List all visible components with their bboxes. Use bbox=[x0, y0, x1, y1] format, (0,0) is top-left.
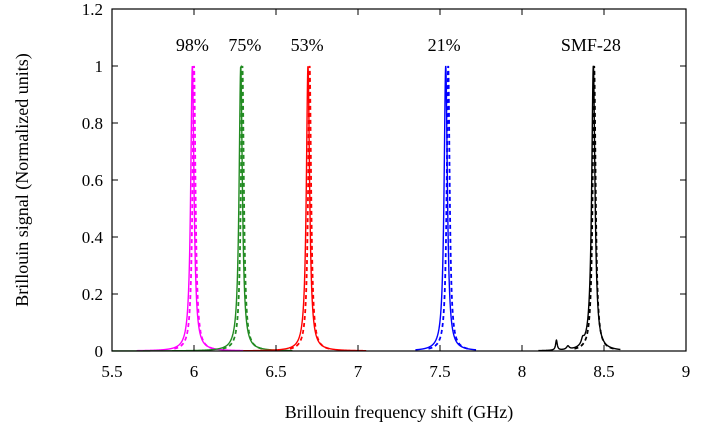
y-tick-label: 1 bbox=[95, 57, 104, 76]
series-line bbox=[136, 65, 244, 352]
series-4 bbox=[538, 65, 621, 352]
series-0 bbox=[136, 65, 244, 352]
x-tick-label: 8 bbox=[518, 362, 527, 381]
series-line bbox=[538, 65, 621, 352]
series-1 bbox=[112, 64, 293, 352]
peak-label: 75% bbox=[228, 35, 261, 55]
y-tick-label: 0.4 bbox=[82, 228, 104, 247]
x-tick-label: 8.5 bbox=[593, 362, 614, 381]
y-tick-label: 0 bbox=[95, 342, 104, 361]
y-tick-label: 0.8 bbox=[82, 114, 103, 133]
series-line bbox=[243, 66, 367, 352]
series-fit-line bbox=[174, 65, 214, 350]
y-tick-label: 1.2 bbox=[82, 0, 103, 19]
tick-labels: 5.5 6 6.5 7 7.5 8 8.5 9 0 0.2 0.4 0.6 0.8 1 1.2 bbox=[82, 0, 691, 381]
peak-labels: 98% 75% 53% 21% SMF-28 bbox=[176, 35, 621, 55]
x-tick-label: 7 bbox=[354, 362, 363, 381]
series-curves bbox=[112, 64, 621, 352]
y-tick-label: 0.6 bbox=[82, 171, 103, 190]
peak-label: 98% bbox=[176, 35, 209, 55]
series-2 bbox=[243, 65, 367, 352]
x-axis-label: Brillouin frequency shift (GHz) bbox=[285, 402, 513, 423]
x-tick-label: 9 bbox=[682, 362, 691, 381]
y-axis-label: Brillouin signal (Normalized units) bbox=[12, 53, 33, 306]
series-fit-line bbox=[289, 65, 330, 350]
x-tick-label: 6 bbox=[190, 362, 199, 381]
series-fit-line bbox=[574, 65, 615, 350]
peak-label: 21% bbox=[428, 35, 461, 55]
axis-ticks bbox=[111, 8, 687, 352]
series-3 bbox=[415, 65, 477, 351]
y-tick-label: 0.2 bbox=[82, 285, 103, 304]
peak-label: 53% bbox=[291, 35, 324, 55]
peak-label: SMF-28 bbox=[561, 35, 621, 55]
x-tick-label: 7.5 bbox=[429, 362, 450, 381]
series-line bbox=[112, 64, 293, 352]
series-fit-line bbox=[222, 65, 263, 350]
x-tick-label: 6.5 bbox=[265, 362, 286, 381]
series-fit-line bbox=[428, 65, 469, 350]
x-tick-label: 5.5 bbox=[101, 362, 122, 381]
plot-frame bbox=[111, 8, 687, 352]
